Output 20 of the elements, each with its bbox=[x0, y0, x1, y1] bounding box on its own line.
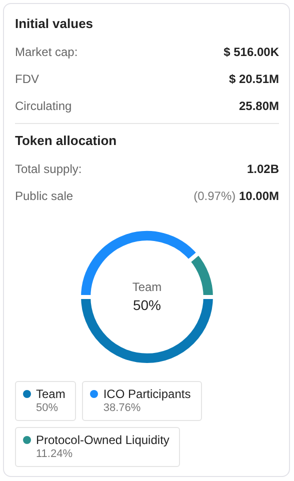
chart-title: Token allocation bbox=[15, 133, 117, 148]
slice-label: Team bbox=[131, 280, 163, 294]
text: 50% bbox=[36, 402, 58, 414]
text: Total supply: bbox=[15, 162, 82, 176]
text: $ 20.51M bbox=[228, 72, 279, 86]
text: Public sale bbox=[15, 189, 74, 203]
text: $ 516.00K bbox=[224, 45, 279, 59]
text: 25.80M bbox=[238, 99, 279, 113]
text: FDV bbox=[15, 72, 39, 86]
data-label: 50% bbox=[132, 297, 162, 313]
text: Circulating bbox=[15, 99, 72, 113]
legend-label: Protocol-Owned Liquidity bbox=[36, 433, 170, 447]
text: 1.02B bbox=[246, 162, 279, 176]
legend-label: Team bbox=[36, 387, 66, 401]
text: Market cap: bbox=[15, 45, 78, 59]
legend-label: ICO Participants bbox=[103, 387, 191, 401]
text: (0.97%) 10.00M bbox=[194, 189, 279, 203]
data-label: 38.76% bbox=[103, 401, 142, 415]
data-label: 11.24% bbox=[36, 447, 74, 461]
text: Initial values bbox=[15, 16, 94, 31]
